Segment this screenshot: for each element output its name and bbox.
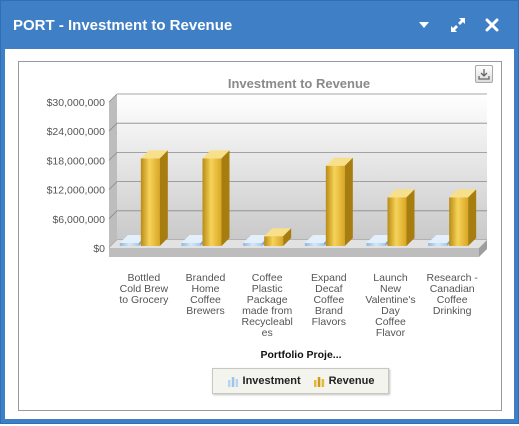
header-controls [414,15,502,35]
y-tick-label: $12,000,000 [47,185,106,197]
x-tick-label: Decaf [315,283,343,295]
x-axis-label: Portfolio Proje... [260,349,341,361]
bar-revenue[interactable] [325,157,353,246]
x-tick-label: Coffee [437,294,468,306]
x-tick-label: Valentine's [365,294,415,306]
plot-floor-side [479,240,487,257]
x-tick-label: Research - [426,272,478,284]
y-tick-label: $30,000,000 [47,97,106,109]
x-tick-label: to Grocery [119,294,169,306]
x-tick-label: Canadian [430,283,475,295]
legend-item-investment[interactable]: Investment [227,375,301,387]
x-tick-label: Brewers [186,305,225,317]
chart-title: Investment to Revenue [228,76,370,91]
widget-header: PORT - Investment to Revenue [1,1,518,49]
x-tick-label: Coffee [190,294,221,306]
x-tick-label: Launch [373,272,408,284]
legend-label-investment: Investment [242,375,301,387]
x-tick-label: made from [242,305,292,317]
close-icon[interactable] [482,15,502,35]
x-tick-label: Bottled [127,272,160,284]
bar-revenue[interactable] [449,189,477,246]
plot-area [117,94,487,240]
x-tick-label: Branded [186,272,226,284]
download-icon[interactable] [475,65,493,83]
x-tick-label: Cold Brew [120,283,169,295]
x-tick-label: Coffee [313,294,344,306]
x-tick-label: Flavors [312,316,346,328]
bar-revenue[interactable] [202,150,230,246]
bar-revenue[interactable] [387,189,415,246]
bar-revenue[interactable] [140,150,168,246]
gridline-side [108,181,118,190]
bar-chart: $0 $6,000,000 $12,000,000 $18,000,000 $24,00… [47,76,487,361]
x-tick-label: New [380,283,401,295]
y-tick-label: $6,000,000 [52,214,105,226]
legend-swatch-revenue [313,377,324,387]
x-tick-label: Brand [315,305,343,317]
x-tick-label: Flavor [376,327,406,339]
widget-title: PORT - Investment to Revenue [13,17,233,34]
y-tick-label: $24,000,000 [47,126,106,138]
x-tick-label: Coffee [375,316,406,328]
bar-revenue[interactable] [264,228,292,246]
legend-item-revenue[interactable]: Revenue [313,375,375,387]
legend-swatch-investment [227,377,238,387]
chart-container: $0 $6,000,000 $12,000,000 $18,000,000 $24,00… [18,61,502,411]
expand-icon[interactable] [448,15,468,35]
x-tick-label: Package [247,294,288,306]
x-tick-label: Recycleabl [241,316,292,328]
x-tick-label: Plastic [252,283,283,295]
x-tick-label: Expand [311,272,347,284]
chart-legend: Investment Revenue [212,368,389,394]
gridline-side [108,93,118,103]
chevron-down-icon[interactable] [414,15,434,35]
y-tick-label: $18,000,000 [47,155,106,167]
x-tick-label: Drinking [433,305,472,317]
x-tick-label: Home [191,283,219,295]
widget-body: $0 $6,000,000 $12,000,000 $18,000,000 $24,00… [5,49,514,419]
legend-label-revenue: Revenue [328,375,375,387]
gridline-side [108,210,118,220]
x-tick-label: Day [381,305,400,317]
x-tick-label: es [262,327,273,339]
y-tick-label: $0 [93,243,105,255]
x-tick-label: Coffee [252,272,283,284]
gridline-side [108,122,118,132]
plot-side-wall [109,94,117,248]
plot-floor-edge [109,248,479,257]
gridline-side [108,152,118,161]
